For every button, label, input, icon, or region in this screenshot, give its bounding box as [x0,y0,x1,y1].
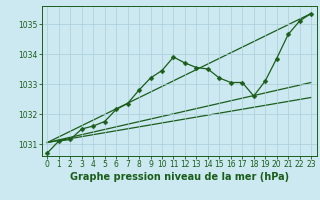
X-axis label: Graphe pression niveau de la mer (hPa): Graphe pression niveau de la mer (hPa) [70,172,289,182]
